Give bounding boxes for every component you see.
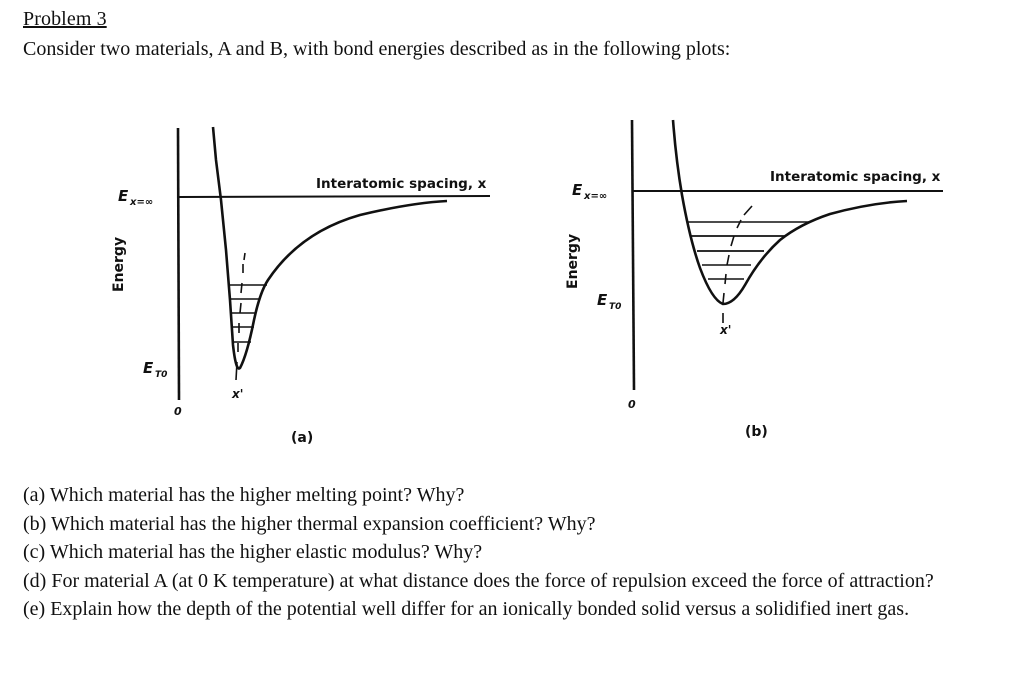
e-t0-sub-a: T0 [155, 370, 167, 380]
e-inf-sub-a: x=∞ [129, 197, 153, 208]
question-d: (d) For material A (at 0 K temperature) … [23, 569, 934, 592]
x-axis-label-a: Interatomic spacing, x [316, 176, 487, 192]
caption-a: (a) [291, 430, 313, 446]
question-list: (a) Which material has the higher meltin… [23, 481, 1013, 624]
x-axis-label-b: Interatomic spacing, x [770, 169, 941, 185]
y-axis-label-a: Energy [111, 237, 127, 292]
plot-b-labels: E x=∞ E T0 0 x' Interatomic spacing, x E… [565, 169, 941, 440]
e-t0-sub-b: T0 [609, 302, 621, 312]
question-b: (b) Which material has the higher therma… [23, 512, 596, 535]
e-inf-label-a: E [118, 187, 129, 205]
plot-a [176, 126, 491, 401]
question-c: (c) Which material has the higher elasti… [23, 541, 483, 563]
plot-b [630, 119, 943, 391]
e-inf-label-b: E [572, 181, 583, 199]
question-e: (e) Explain how the depth of the potenti… [23, 598, 910, 620]
y-axis-label-b: Energy [565, 234, 581, 289]
origin-label-a: 0 [174, 405, 182, 418]
caption-b: (b) [745, 424, 768, 440]
e-t0-label-b: E [597, 291, 608, 309]
problem-intro: Consider two materials, A and B, with bo… [23, 38, 731, 60]
x-eq-label-b: x' [719, 323, 731, 337]
x-eq-label-a: x' [231, 387, 243, 401]
question-a: (a) Which material has the higher meltin… [23, 484, 465, 506]
e-inf-sub-b: x=∞ [583, 191, 607, 202]
origin-label-b: 0 [628, 398, 636, 411]
bond-energy-figures: E x=∞ E T0 0 x' Interatomic spacing, x E… [111, 119, 943, 446]
problem-title: Problem 3 [23, 8, 107, 30]
plot-a-labels: E x=∞ E T0 0 x' Interatomic spacing, x E… [111, 176, 487, 446]
e-t0-label-a: E [143, 359, 154, 377]
